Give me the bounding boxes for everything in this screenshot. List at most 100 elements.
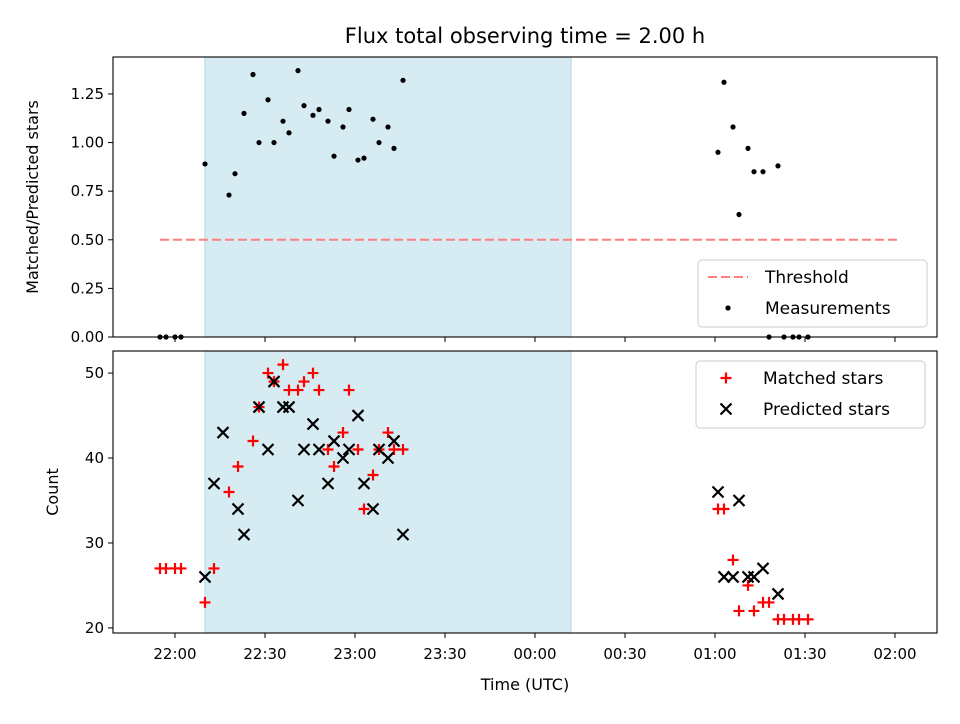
top-y-tick-label: 0.00 (71, 328, 104, 346)
top-y-tick-label: 1.25 (71, 85, 104, 103)
top-y-axis-label: Matched/Predicted stars (23, 100, 42, 294)
matched-star-point (763, 596, 775, 608)
measurement-point (346, 106, 352, 113)
matched-star-point (307, 367, 319, 379)
predicted-star-point (231, 502, 245, 516)
predicted-star-point (282, 400, 296, 414)
matched-star-point (208, 562, 220, 574)
predicted-star-point (267, 375, 281, 388)
chart-title: Flux total observing time = 2.00 h (345, 24, 705, 48)
x-tick-label: 22:00 (153, 645, 196, 663)
matched-star-point (397, 444, 409, 456)
x-tick-label: 01:00 (693, 645, 736, 663)
matched-star-point (199, 596, 211, 608)
measurement-point (331, 153, 337, 159)
predicted-star-point (342, 443, 356, 456)
matched-star-point (718, 503, 730, 515)
measurement-point (316, 106, 322, 113)
matched-star-point (802, 613, 814, 625)
measurement-point (391, 145, 397, 151)
legend-label: Predicted stars (763, 400, 890, 420)
matched-star-point (358, 503, 370, 515)
bottom-axes-frame (112, 350, 938, 634)
predicted-star-point (291, 494, 305, 507)
matched-star-point (277, 359, 289, 371)
measurement-point (271, 139, 277, 146)
predicted-star-point (261, 443, 275, 456)
bottom-legend-box (695, 360, 926, 429)
matched-star-point (298, 376, 310, 388)
x-tick-label: 00:00 (513, 645, 556, 663)
measurement-point (370, 116, 376, 122)
predicted-star-point (387, 434, 401, 448)
legend-label: Measurements (765, 299, 891, 319)
predicted-star-point (216, 426, 230, 439)
measurement-point (736, 211, 742, 218)
matched-star-point (733, 605, 745, 617)
x-tick-label: 22:30 (243, 645, 286, 663)
measurement-point (250, 71, 256, 78)
x-axis-label: Time (UTC) (480, 675, 569, 694)
matched-star-point (247, 435, 259, 447)
predicted-star-point (711, 485, 725, 499)
measurement-point (376, 139, 382, 146)
bottom-y-tick-label: 40 (85, 449, 104, 467)
predicted-star-point (396, 528, 410, 541)
top-shaded-interval (205, 57, 571, 337)
measurement-point (751, 169, 757, 175)
matched-star-point (748, 605, 760, 617)
predicted-star-point (771, 587, 785, 601)
measurement-point (385, 124, 391, 130)
measurement-point (202, 161, 208, 167)
measurement-point (340, 124, 346, 130)
predicted-star-point (237, 528, 251, 541)
matched-star-point (223, 486, 235, 498)
predicted-star-point (357, 477, 371, 490)
predicted-star-point (327, 434, 341, 448)
measurement-point (775, 163, 781, 169)
measurement-point (721, 79, 727, 85)
legend-measurement-swatch (725, 305, 731, 311)
top-axes-frame (112, 56, 938, 338)
predicted-star-point (351, 409, 365, 422)
measurement-point (280, 118, 286, 124)
measurement-point (715, 149, 721, 155)
bottom-y-tick-label: 30 (85, 534, 104, 552)
measurement-point (745, 145, 751, 151)
bottom-y-tick-label: 50 (85, 364, 104, 382)
matched-star-point (328, 461, 340, 473)
matched-star-point (367, 469, 379, 481)
legend-predicted-swatch (719, 402, 733, 416)
predicted-star-point (312, 443, 326, 456)
x-tick-label: 23:00 (333, 645, 376, 663)
measurement-point (226, 192, 232, 198)
matched-star-point (292, 384, 304, 396)
predicted-star-point (717, 570, 731, 584)
measurement-point (400, 77, 406, 83)
predicted-star-point (297, 443, 311, 456)
measurement-point (265, 97, 271, 103)
matched-star-point (313, 384, 325, 396)
predicted-star-point (336, 451, 350, 465)
matched-star-point (343, 384, 355, 396)
predicted-star-point (306, 417, 320, 431)
predicted-star-point (756, 562, 770, 575)
measurement-point (241, 110, 247, 116)
measurement-point (355, 157, 361, 163)
matched-star-point (232, 461, 244, 473)
x-tick-label: 02:00 (873, 645, 916, 663)
measurement-point (325, 118, 331, 124)
top-y-tick-label: 0.25 (71, 279, 104, 297)
predicted-star-point (726, 570, 740, 584)
predicted-star-point (381, 451, 395, 465)
predicted-star-point (207, 477, 221, 490)
top-legend-box (697, 259, 928, 328)
legend-label: Matched stars (763, 369, 883, 389)
bottom-y-axis-label: Count (43, 468, 62, 516)
matched-star-point (727, 554, 739, 566)
predicted-star-point (252, 400, 266, 414)
top-y-tick-label: 0.75 (71, 182, 104, 200)
measurement-point (301, 103, 307, 109)
x-tick-label: 00:30 (603, 645, 646, 663)
